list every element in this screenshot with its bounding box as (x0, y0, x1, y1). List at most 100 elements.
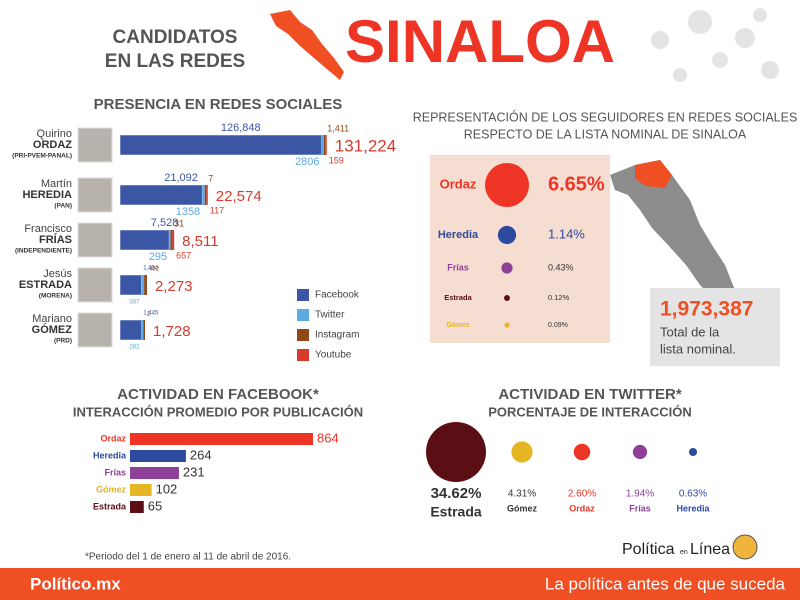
value-label: 126,848 (221, 122, 261, 134)
value-label: 0.09% (548, 322, 568, 329)
header-title: EN LAS REDES (105, 51, 245, 72)
state-map (610, 160, 735, 305)
chart-title: ACTIVIDAD EN TWITTER* (498, 386, 681, 403)
legend-label: Twitter (315, 310, 345, 321)
value-label: 1,411 (327, 123, 349, 133)
total-label: 22,574 (216, 188, 262, 205)
legend-label: Instagram (315, 330, 359, 341)
candidate-name: ESTRADA (19, 279, 72, 291)
value-label: 6.65% (548, 173, 605, 195)
value-label: 7 (208, 173, 213, 183)
legend-swatch (297, 329, 309, 341)
chart-title: PRESENCIA EN REDES SOCIALES (94, 96, 343, 113)
bubble (632, 444, 648, 460)
state-map-highlight (635, 160, 672, 188)
bubble (497, 225, 517, 245)
bubble (504, 295, 510, 301)
candidate-label: Estrada (93, 501, 127, 511)
bar-segment (141, 320, 144, 340)
value-label: 282 (129, 345, 140, 351)
candidate-label: Heredia (93, 450, 127, 460)
legend-swatch (297, 289, 309, 301)
chart-subtitle: INTERACCIÓN PROMEDIO POR PUBLICACIÓN (73, 404, 363, 419)
candidate-first-name: Jesús (43, 268, 72, 280)
state-title: SINALOA (345, 8, 615, 75)
value-label: 0.12% (548, 293, 570, 302)
value-label: 1,434 (143, 266, 159, 272)
state-map-icon (270, 10, 344, 80)
candidate-photo (77, 177, 113, 213)
value-label: 295 (149, 251, 167, 263)
candidate-name: HEREDIA (22, 189, 72, 201)
decoration (651, 8, 779, 82)
candidate-label: Frías (629, 503, 651, 513)
candidate-party: (PRI-PVEM-PANAL) (12, 153, 72, 160)
value-label: 1.94% (626, 489, 654, 500)
total-label: 1,728 (153, 323, 191, 340)
value-label: 387 (129, 300, 140, 306)
value-label: 31 (174, 218, 184, 228)
bubble (504, 322, 510, 328)
bar-segment (325, 135, 327, 155)
bar-segment (172, 230, 175, 250)
total-label: 131,224 (335, 136, 396, 155)
bar-segment (119, 319, 142, 341)
logo-right: Línea (690, 541, 730, 558)
value-label: 1.14% (548, 226, 585, 241)
value-label: 1 (147, 312, 151, 318)
bubble (688, 447, 698, 457)
bar-segment (119, 134, 322, 156)
bubble (485, 163, 529, 207)
candidate-label: Gómez (507, 503, 538, 513)
candidate-first-name: Mariano (32, 313, 72, 325)
bubble (501, 262, 513, 274)
value-label: 102 (156, 481, 178, 496)
candidate-photo (77, 127, 113, 163)
value-label: 117 (210, 205, 224, 215)
candidate-photo (77, 267, 113, 303)
total-value: 1,973,387 (660, 298, 753, 321)
candidate-photo (77, 222, 113, 258)
bar-segment (144, 275, 147, 295)
candidate-label: Gómez (446, 322, 470, 329)
cursor-icon (732, 534, 758, 560)
bar-segment (141, 275, 145, 295)
value-label: 65 (148, 498, 162, 513)
bar-segment (204, 185, 207, 205)
value-label: 657 (176, 250, 191, 260)
candidate-party: (INDEPENDIENTE) (15, 248, 72, 255)
bubble (511, 441, 533, 463)
value-label: 1,445 (143, 311, 159, 317)
total-label: 8,511 (182, 233, 218, 250)
candidate-name: GÓMEZ (32, 323, 73, 336)
chart-title: RESPECTO DE LA LISTA NOMINAL DE SINALOA (464, 127, 747, 141)
candidate-label: Frías (104, 467, 126, 477)
bar-segment (119, 274, 142, 296)
candidate-photo (77, 312, 113, 348)
legend-label: Facebook (315, 290, 360, 301)
chart-title: ACTIVIDAD EN FACEBOOK* (117, 386, 319, 403)
bubble (426, 422, 486, 482)
legend-swatch (297, 309, 309, 321)
footer-bar (0, 568, 800, 600)
bar-segment (143, 320, 146, 340)
candidate-label: Ordaz (100, 433, 126, 443)
bar-segment (321, 135, 324, 155)
bar-segment (119, 229, 170, 251)
legend-swatch (297, 349, 309, 361)
candidate-first-name: Quirino (37, 128, 72, 140)
chart-subtitle: PORCENTAJE DE INTERACCIÓN (488, 404, 691, 419)
value-label: 2806 (295, 156, 319, 168)
candidate-label: Ordaz (569, 503, 595, 513)
bar (130, 433, 313, 445)
bar-segment (323, 135, 326, 155)
value-label: 231 (183, 464, 205, 479)
candidate-first-name: Martín (41, 178, 72, 190)
value-label: 7,528 (151, 217, 179, 229)
bar (130, 467, 179, 479)
value-label: 0.63% (679, 489, 707, 500)
value-label: 452 (149, 267, 160, 273)
logo-middle: en (680, 549, 688, 556)
candidate-name: FRÍAS (39, 233, 72, 246)
